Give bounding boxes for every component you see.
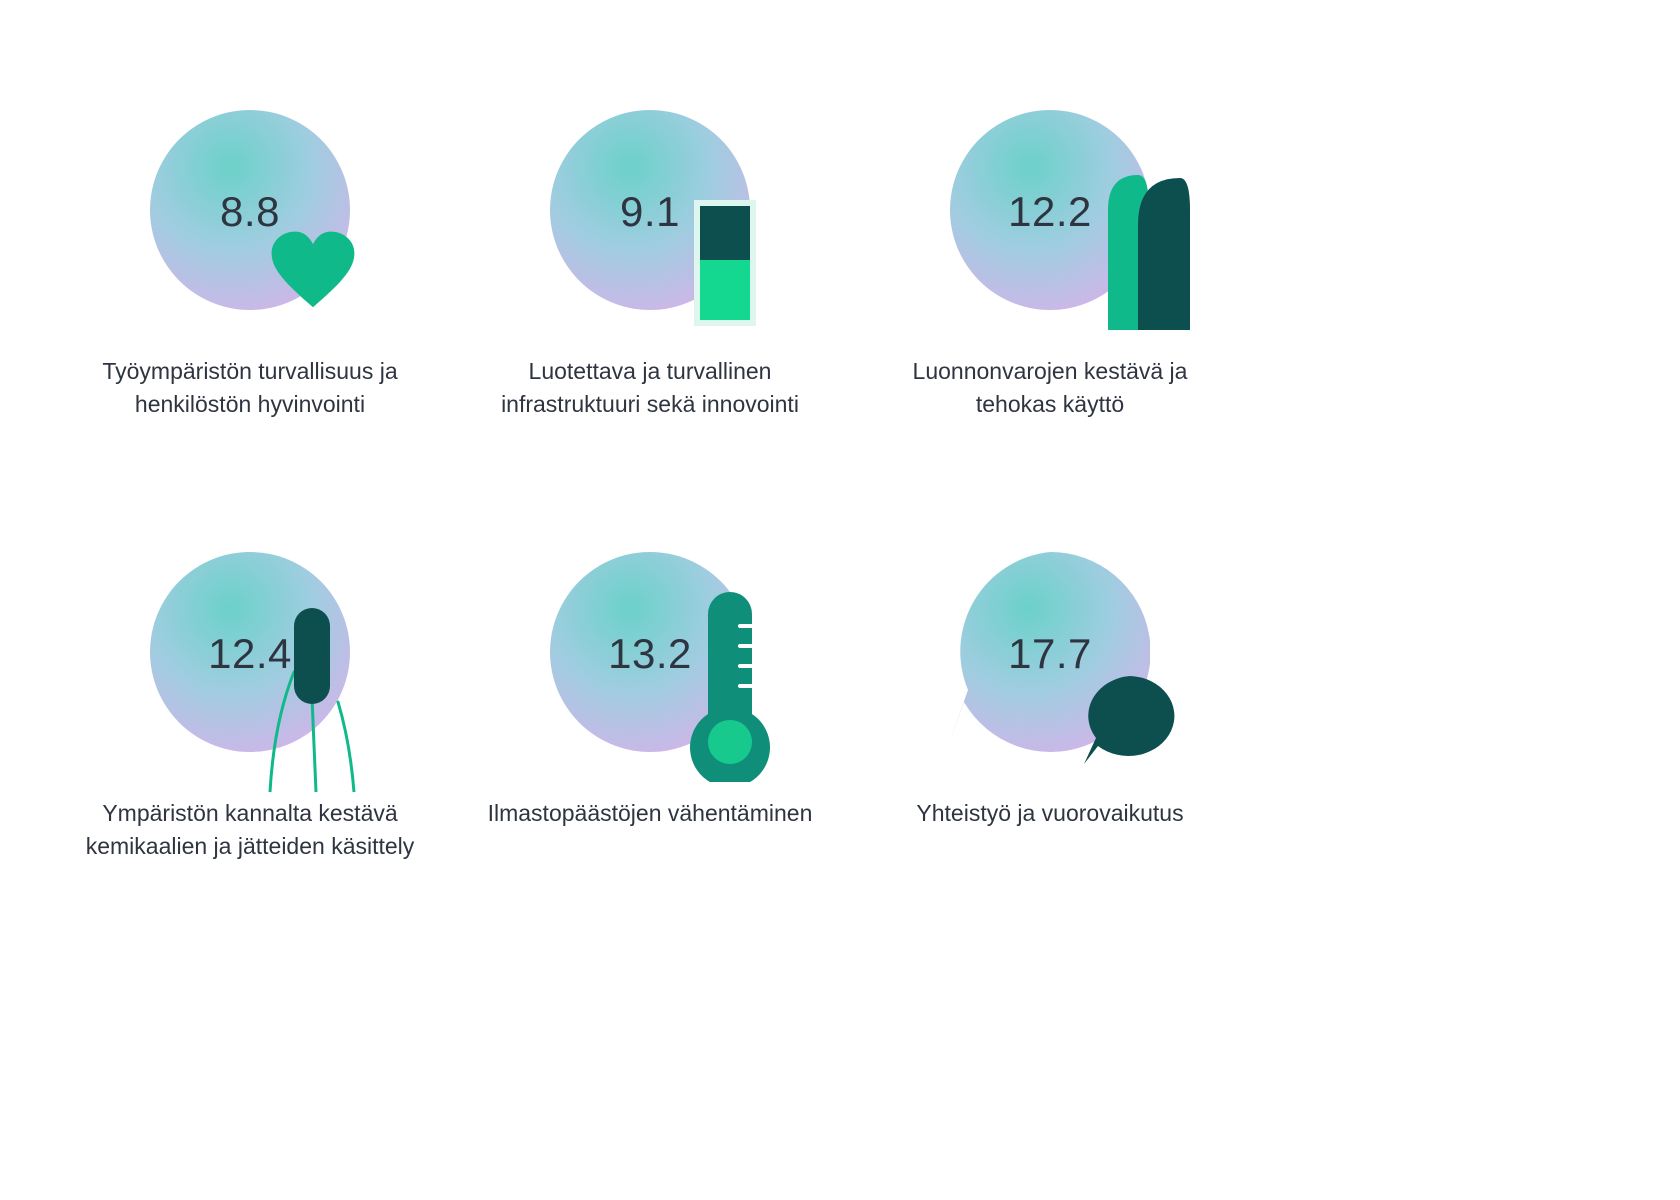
metric-card: 9.1 Luotettava ja turvallinen infrastruk… <box>460 100 840 422</box>
metric-card: 8.8 Työympäristön turvallisuus ja henkil… <box>60 100 440 422</box>
thermometer-icon <box>680 592 770 782</box>
metric-card: 13.2 Ilmastopäästöjen vähentäminen <box>460 542 840 864</box>
metric-caption: Työympäristön turvallisuus ja henkilöstö… <box>80 355 420 422</box>
reed-icon <box>260 602 380 792</box>
metric-bubble: 12.4 <box>140 542 360 762</box>
metric-bubble: 13.2 <box>540 542 760 762</box>
metric-bubble: 12.2 <box>940 100 1160 320</box>
metric-bubble: 17.7 <box>940 542 1160 762</box>
metric-card: 12.4 Ympäristön kannalta kestävä kemikaa… <box>60 542 440 864</box>
metric-card: 12.2 Luonnonvarojen kestävä ja tehokas k… <box>860 100 1240 422</box>
battery-icon <box>690 190 760 330</box>
leaf-icon <box>1090 170 1190 330</box>
metric-caption: Luotettava ja turvallinen infrastruktuur… <box>480 355 820 422</box>
heart-icon <box>268 228 358 318</box>
metric-caption: Yhteistyö ja vuorovaikutus <box>916 797 1183 830</box>
infographic-canvas: 8.8 Työympäristön turvallisuus ja henkil… <box>0 0 1280 1000</box>
metric-bubble: 9.1 <box>540 100 760 320</box>
metric-caption: Ympäristön kannalta kestävä kemikaalien … <box>80 797 420 864</box>
metric-caption: Luonnonvarojen kestävä ja tehokas käyttö <box>880 355 1220 422</box>
metric-card: 17.7 Yhteistyö ja vuorovaikutus <box>860 542 1240 864</box>
metric-bubble: 8.8 <box>140 100 360 320</box>
speech-icon <box>1080 672 1180 767</box>
metric-caption: Ilmastopäästöjen vähentäminen <box>488 797 813 830</box>
infographic-grid: 8.8 Työympäristön turvallisuus ja henkil… <box>60 100 1280 863</box>
